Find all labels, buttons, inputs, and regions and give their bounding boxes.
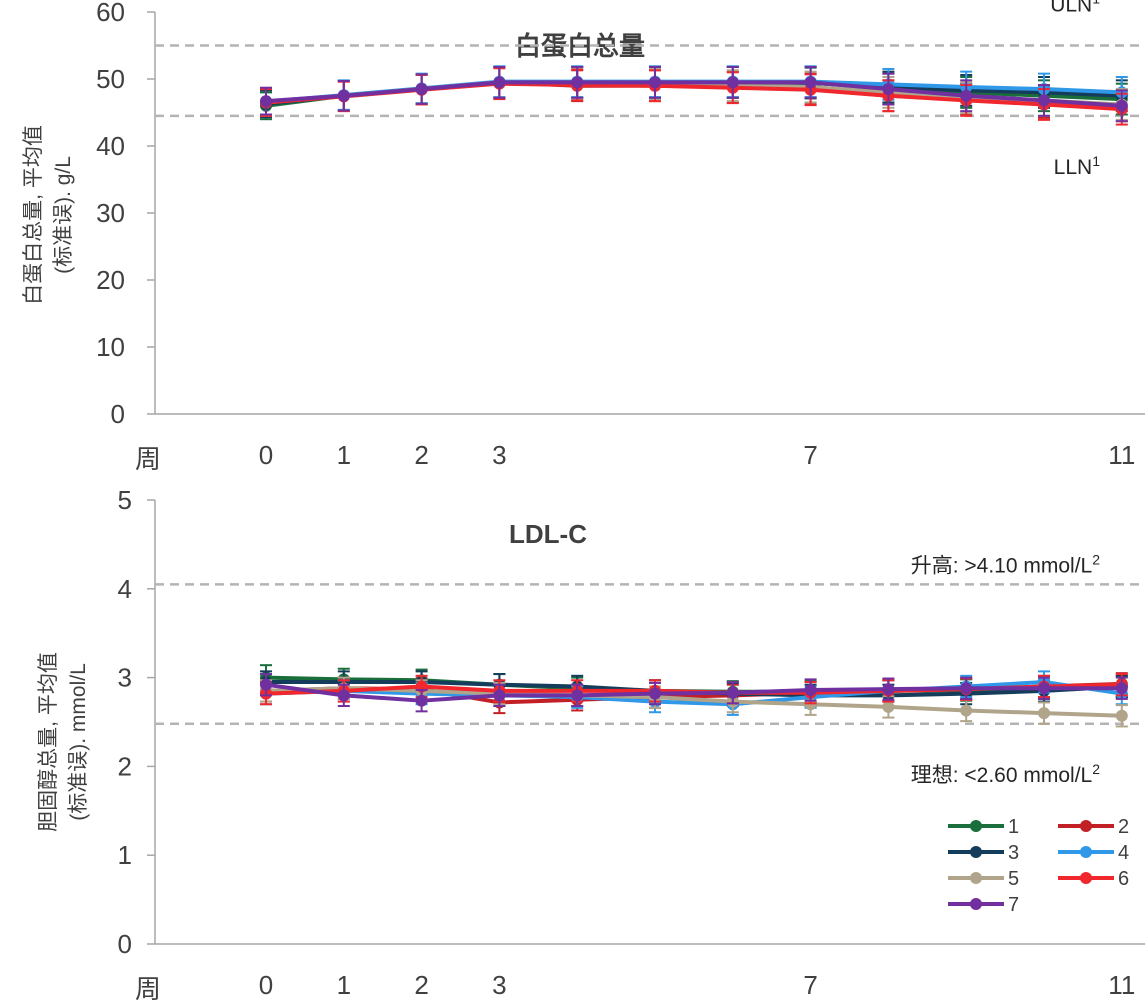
legend-swatch-marker [970, 872, 982, 884]
ldl-c-y-tick-label: 0 [118, 929, 132, 959]
albumin-x-tick-label: 0 [259, 440, 273, 470]
albumin-data-point [493, 76, 506, 89]
albumin-y-tick-label: 60 [96, 0, 125, 27]
legend-label: 2 [1118, 816, 1129, 838]
ldl-c-data-point [571, 689, 584, 702]
ldl-c-data-point [726, 686, 739, 699]
legend-label: 7 [1008, 894, 1019, 916]
ldl-c-data-point [1038, 682, 1050, 695]
albumin-x-axis-label: 周 [135, 444, 161, 474]
albumin-x-tick-label: 3 [492, 440, 506, 470]
albumin-data-point [571, 76, 584, 89]
ldl-c-y-axis-label-line1: 胆固醇总量, 平均值 [37, 652, 60, 832]
ldl-c-x-tick-label: 0 [259, 970, 273, 1000]
ldl-c-series-7 [260, 673, 1128, 713]
albumin-data-point [882, 83, 895, 96]
ldl-c-x-tick-label: 2 [414, 970, 428, 1000]
ldl-c-x-tick-label: 11 [1108, 970, 1135, 1000]
albumin-data-point [1115, 99, 1128, 112]
ldl-c-series-line [265, 680, 1123, 707]
albumin-data-point [804, 76, 817, 89]
albumin-data-point [960, 89, 973, 102]
legend-swatch-marker [1080, 846, 1092, 858]
albumin-series-line [265, 80, 1122, 108]
albumin-data-point [337, 89, 350, 102]
ldl-c-x-tick-label: 7 [803, 970, 817, 1000]
albumin-y-tick-label: 30 [96, 198, 125, 228]
legend-label: 5 [1008, 868, 1019, 890]
ldl-c-y-tick-label: 4 [118, 574, 132, 604]
ldl-c-data-point [804, 684, 817, 697]
albumin-data-point [415, 83, 428, 96]
ldl-c-data-point [260, 678, 272, 691]
legend-label: 4 [1118, 842, 1129, 864]
albumin-data-point [1038, 94, 1050, 107]
ldl-c-data-point [960, 682, 973, 695]
albumin-y-tick-label: 50 [96, 64, 125, 94]
ldl-c-y-tick-label: 1 [118, 840, 132, 870]
albumin-x-tick-label: 11 [1108, 440, 1135, 470]
albumin-reference-label: ULN1 [1050, 0, 1100, 17]
ldl-c-x-tick-label: 1 [337, 970, 351, 1000]
legend-label: 1 [1008, 816, 1019, 838]
legend-swatch-marker [1080, 820, 1092, 832]
legend-swatch-marker [970, 846, 982, 858]
ldl-c-data-point [1115, 709, 1128, 722]
ldl-c-data-point [1115, 682, 1128, 695]
legend-swatch-marker [970, 898, 982, 910]
ldl-c-y-tick-label: 5 [118, 485, 132, 515]
ldl-c-chart-title: LDL-C [509, 519, 587, 549]
ldl-c-data-point [337, 689, 350, 702]
ldl-c-data-point [882, 700, 895, 713]
albumin-data-point [726, 76, 739, 89]
ldl-c-reference-label: 升高: >4.10 mmol/L2 [911, 551, 1100, 577]
ldl-c-y-axis-label-line2: (标准误). mmol/L [67, 663, 90, 821]
legend-label: 3 [1008, 842, 1019, 864]
ldl-c-y-tick-label: 2 [118, 751, 132, 781]
ldl-c-x-tick-label: 3 [492, 970, 506, 1000]
albumin-x-tick-label: 2 [414, 440, 428, 470]
albumin-y-tick-label: 0 [111, 399, 125, 429]
legend-label: 6 [1118, 868, 1129, 890]
albumin-y-axis-label-line2: (标准误). g/L [52, 156, 75, 274]
albumin-reference-label: LLN1 [1054, 153, 1101, 179]
albumin-x-tick-label: 7 [803, 440, 817, 470]
ldl-c-data-point [493, 689, 506, 702]
albumin-y-tick-label: 10 [96, 332, 125, 362]
albumin-data-point [649, 76, 661, 89]
albumin-y-axis-label-line1: 白蛋白总量, 平均值 [22, 125, 45, 305]
ldl-c-y-tick-label: 3 [118, 663, 132, 693]
albumin-x-tick-label: 1 [337, 440, 351, 470]
ldl-c-data-point [415, 694, 428, 707]
albumin-y-tick-label: 20 [96, 265, 125, 295]
legend-swatch-marker [1080, 872, 1092, 884]
albumin-y-tick-label: 40 [96, 131, 125, 161]
albumin-data-point [260, 95, 272, 108]
ldl-c-data-point [1038, 707, 1050, 720]
legend: 1 2 3 4 5 6 7 [948, 816, 1129, 916]
ldl-c-series-line [265, 686, 1122, 718]
ldl-c-series-line [265, 682, 1122, 703]
albumin-series-7 [260, 65, 1128, 123]
ldl-c-data-point [960, 704, 973, 717]
ldl-c-x-axis-label: 周 [135, 974, 161, 1004]
ldl-c-data-point [882, 683, 895, 696]
ldl-c-chart-panel: LDL-C 胆固醇总量, 平均值 (标准误). mmol/L 周 0 1 2 3 4 5 0… [37, 485, 1145, 1004]
ldl-c-data-point [649, 687, 661, 700]
ldl-c-reference-label: 理想: <2.60 mmol/L2 [911, 761, 1100, 787]
legend-swatch-marker [970, 820, 982, 832]
albumin-chart-panel: 白蛋白总量 白蛋白总量, 平均值 (标准误). g/L 周 0102030405… [22, 0, 1145, 474]
